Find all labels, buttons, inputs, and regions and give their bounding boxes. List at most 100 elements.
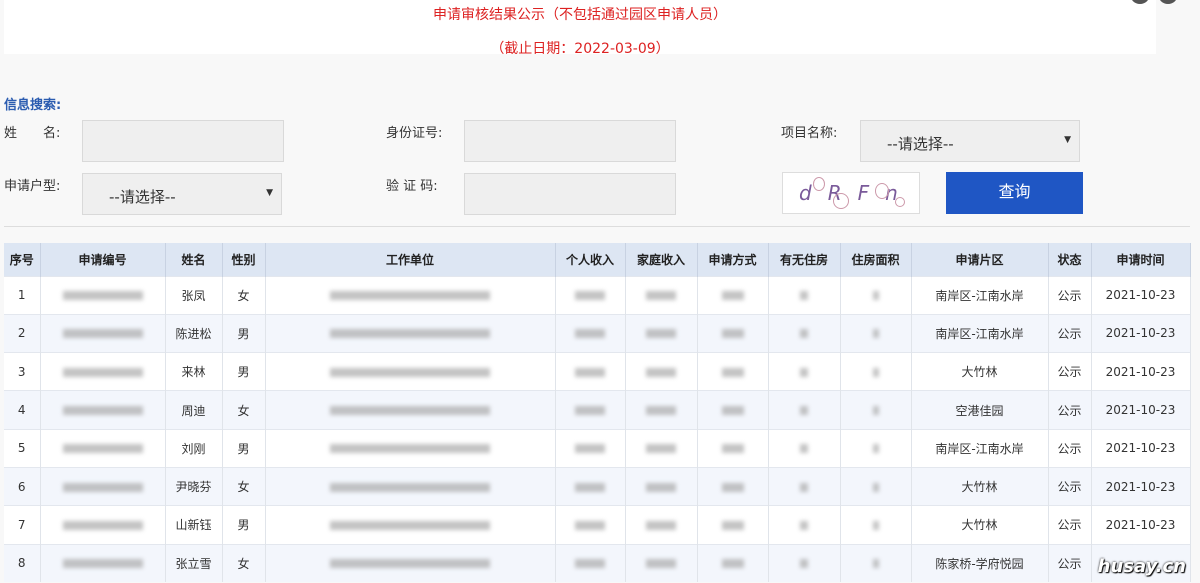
redacted-value bbox=[800, 291, 808, 301]
redacted-value bbox=[721, 482, 744, 492]
header-panel: 申请审核结果公示（不包括通过园区申请人员） （截止日期：2022-03-09） bbox=[4, 0, 1156, 57]
redacted-cell bbox=[840, 543, 912, 583]
cell-name: 陈进松 bbox=[165, 313, 223, 353]
results-table: 序号 申请编号 姓名 性别 工作单位 个人收入 家庭收入 申请方式 有无住房 住房面积 申请片区 状态… bbox=[4, 243, 1191, 583]
redacted-cell bbox=[625, 505, 698, 545]
redacted-cell bbox=[768, 428, 841, 468]
id-label: 身份证号: bbox=[386, 126, 443, 141]
redacted-cell bbox=[40, 390, 166, 430]
redacted-cell bbox=[840, 352, 912, 391]
redacted-cell bbox=[697, 543, 769, 583]
cell-status: 公示 bbox=[1048, 466, 1092, 506]
redacted-value bbox=[575, 559, 605, 569]
redacted-value bbox=[330, 444, 490, 454]
cell-no: 2 bbox=[4, 313, 41, 353]
type-label: 申请户型: bbox=[4, 179, 61, 194]
redacted-value bbox=[872, 329, 879, 339]
cell-no: 1 bbox=[4, 275, 41, 315]
redacted-value bbox=[330, 329, 490, 339]
redacted-cell bbox=[555, 275, 626, 315]
cell-name: 来林 bbox=[165, 352, 223, 391]
redacted-value bbox=[62, 559, 143, 569]
cell-gender: 男 bbox=[222, 352, 266, 391]
redacted-cell bbox=[40, 275, 166, 315]
column-header: 性别 bbox=[222, 243, 266, 276]
redacted-cell bbox=[768, 466, 841, 506]
redacted-cell bbox=[265, 352, 556, 391]
redacted-value bbox=[575, 444, 605, 454]
column-header: 姓名 bbox=[165, 243, 223, 276]
divider bbox=[4, 226, 1190, 227]
redacted-value bbox=[62, 482, 143, 492]
redacted-value bbox=[646, 329, 676, 339]
cell-gender: 女 bbox=[222, 466, 266, 506]
redacted-value bbox=[646, 559, 676, 569]
redacted-cell bbox=[265, 275, 556, 315]
redacted-cell bbox=[768, 352, 841, 391]
redacted-cell bbox=[265, 313, 556, 353]
table-row: 5 刘刚男 南岸区-江南水岸 公示 2021-10-23 bbox=[4, 428, 1191, 468]
redacted-value bbox=[721, 444, 744, 454]
column-header: 申请时间 bbox=[1091, 243, 1191, 276]
cell-name: 张立雪 bbox=[165, 543, 223, 583]
redacted-value bbox=[575, 482, 605, 492]
id-number-input[interactable] bbox=[464, 120, 676, 162]
table-row: 3 来林男 大竹林 公示 2021-10-23 bbox=[4, 352, 1191, 391]
cell-gender: 女 bbox=[222, 543, 266, 583]
captcha-image[interactable]: dRFn bbox=[782, 172, 920, 214]
query-button[interactable]: 查询 bbox=[946, 172, 1083, 214]
deadline-date: （截止日期：2022-03-09） bbox=[490, 41, 670, 57]
cell-status: 公示 bbox=[1048, 505, 1092, 545]
cell-district: 大竹林 bbox=[911, 466, 1049, 506]
cell-no: 7 bbox=[4, 505, 41, 545]
search-section-title: 信息搜索: bbox=[4, 98, 62, 113]
redacted-value bbox=[872, 520, 879, 530]
project-select-value: --请选择-- bbox=[887, 135, 954, 153]
captcha-label: 验 证 码: bbox=[386, 179, 438, 194]
redacted-cell bbox=[40, 428, 166, 468]
cell-district: 南岸区-江南水岸 bbox=[911, 428, 1049, 468]
redacted-cell bbox=[555, 352, 626, 391]
cell-district: 空港佳园 bbox=[911, 390, 1049, 430]
cell-status: 公示 bbox=[1048, 390, 1092, 430]
redacted-cell bbox=[840, 466, 912, 506]
redacted-value bbox=[800, 329, 808, 339]
cell-status: 公示 bbox=[1048, 275, 1092, 315]
cell-no: 3 bbox=[4, 352, 41, 391]
column-header: 住房面积 bbox=[840, 243, 912, 276]
redacted-cell bbox=[555, 466, 626, 506]
redacted-value bbox=[872, 406, 879, 416]
type-select[interactable]: --请选择-- ▼ bbox=[82, 173, 282, 215]
table-row: 1 张凤女 南岸区-江南水岸 公示 2021-10-23 bbox=[4, 275, 1191, 315]
redacted-value bbox=[646, 291, 676, 301]
redacted-cell bbox=[840, 428, 912, 468]
page-title: 申请审核结果公示（不包括通过园区申请人员） bbox=[433, 7, 727, 23]
cell-gender: 男 bbox=[222, 313, 266, 353]
redacted-cell bbox=[768, 543, 841, 583]
redacted-value bbox=[800, 444, 808, 454]
redacted-value bbox=[62, 520, 143, 530]
dropdown-arrow-icon: ▼ bbox=[1064, 135, 1071, 145]
redacted-cell bbox=[625, 352, 698, 391]
redacted-cell bbox=[697, 313, 769, 353]
cell-status: 公示 bbox=[1048, 352, 1092, 391]
redacted-value bbox=[330, 482, 490, 492]
redacted-value bbox=[800, 559, 808, 569]
redacted-value bbox=[330, 406, 490, 416]
cell-name: 山新钰 bbox=[165, 505, 223, 545]
redacted-value bbox=[646, 444, 676, 454]
project-select[interactable]: --请选择-- ▼ bbox=[860, 120, 1080, 162]
redacted-value bbox=[800, 406, 808, 416]
redacted-cell bbox=[40, 313, 166, 353]
redacted-value bbox=[800, 482, 808, 492]
name-label: 姓 名: bbox=[4, 126, 61, 141]
redacted-cell bbox=[555, 505, 626, 545]
column-header: 申请编号 bbox=[40, 243, 166, 276]
column-header: 工作单位 bbox=[265, 243, 556, 276]
redacted-value bbox=[721, 406, 744, 416]
redacted-value bbox=[721, 559, 744, 569]
captcha-input[interactable] bbox=[464, 173, 676, 215]
cell-no: 8 bbox=[4, 543, 41, 583]
name-input[interactable] bbox=[82, 120, 284, 162]
redacted-value bbox=[330, 559, 490, 569]
